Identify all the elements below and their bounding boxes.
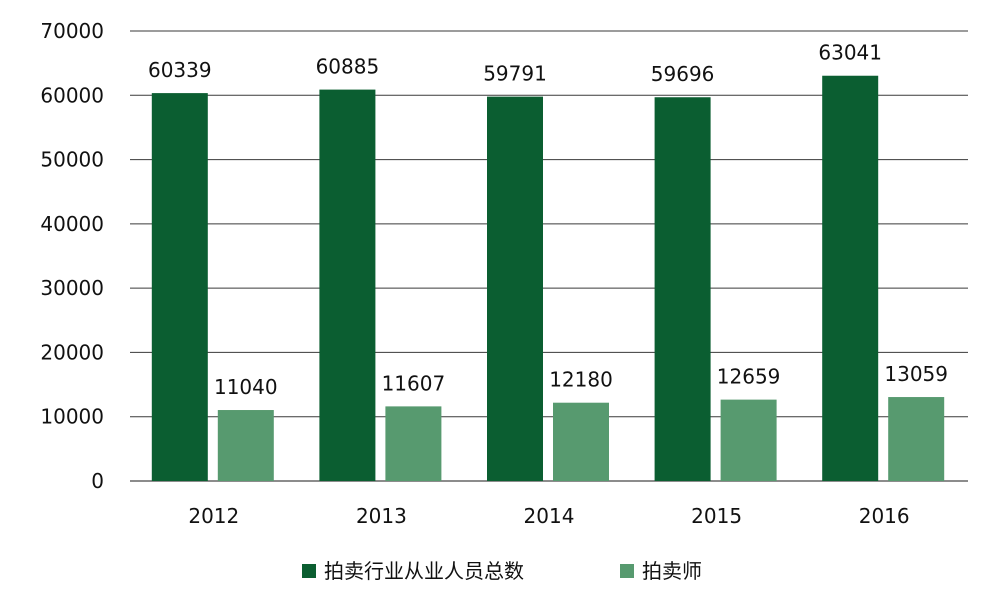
y-tick-label: 30000 [40,276,104,300]
data-label: 59791 [483,62,547,86]
bars [151,75,945,482]
x-tick-label: 2013 [356,504,407,528]
data-label: 11040 [214,375,278,399]
y-tick-label: 20000 [40,340,104,364]
x-tick-label: 2016 [859,504,910,528]
bar-total-staff-2012 [151,93,208,481]
y-axis-ticks: 0 10000 20000 30000 40000 50000 60000 70000 [40,19,104,493]
y-tick-label: 0 [91,469,104,493]
y-tick-label: 40000 [40,212,104,236]
y-tick-label: 10000 [40,405,104,429]
y-tick-label: 60000 [40,83,104,107]
data-label: 11607 [382,371,446,395]
y-tick-label: 50000 [40,148,104,172]
x-tick-label: 2012 [188,504,239,528]
legend-label: 拍卖师 [642,559,702,583]
bar-auctioneers-2014 [553,402,609,481]
bar-total-staff-2014 [487,96,543,482]
legend-label: 拍卖行业从业人员总数 [324,559,524,583]
legend: 拍卖行业从业人员总数 拍卖师 [302,559,702,583]
data-label: 12180 [549,368,613,392]
legend-swatch [620,564,634,578]
bar-auctioneers-2013 [385,406,442,481]
y-tick-label: 70000 [40,19,104,43]
data-label: 59696 [651,62,715,86]
data-label: 60885 [316,55,380,79]
data-label: 60339 [148,58,212,82]
x-tick-label: 2014 [524,504,575,528]
x-axis-ticks: 2012 2013 2014 2015 2016 [188,504,909,528]
bar-auctioneers-2016 [888,397,945,481]
bar-total-staff-2015 [654,97,711,482]
bar-total-staff-2013 [319,89,376,481]
data-label: 63041 [818,41,882,65]
data-labels: 60339 11040 60885 11607 59791 12180 59696 12659… [148,41,948,399]
data-label: 13059 [884,362,948,386]
data-label: 12659 [717,365,781,389]
bar-auctioneers-2015 [720,399,777,481]
legend-swatch [302,564,316,578]
bar-auctioneers-2012 [217,410,274,481]
x-tick-label: 2015 [691,504,742,528]
bar-total-staff-2016 [822,75,879,482]
